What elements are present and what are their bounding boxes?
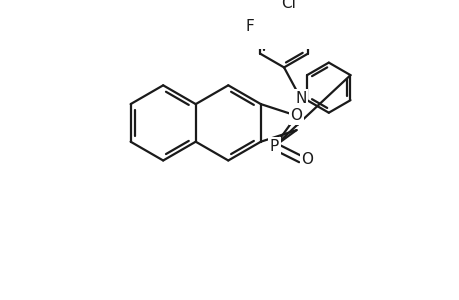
Text: P: P	[269, 139, 279, 154]
Text: N: N	[294, 91, 306, 106]
Text: O: O	[301, 152, 313, 167]
Text: F: F	[245, 19, 254, 34]
Text: Cl: Cl	[280, 0, 295, 11]
Text: O: O	[290, 108, 302, 123]
